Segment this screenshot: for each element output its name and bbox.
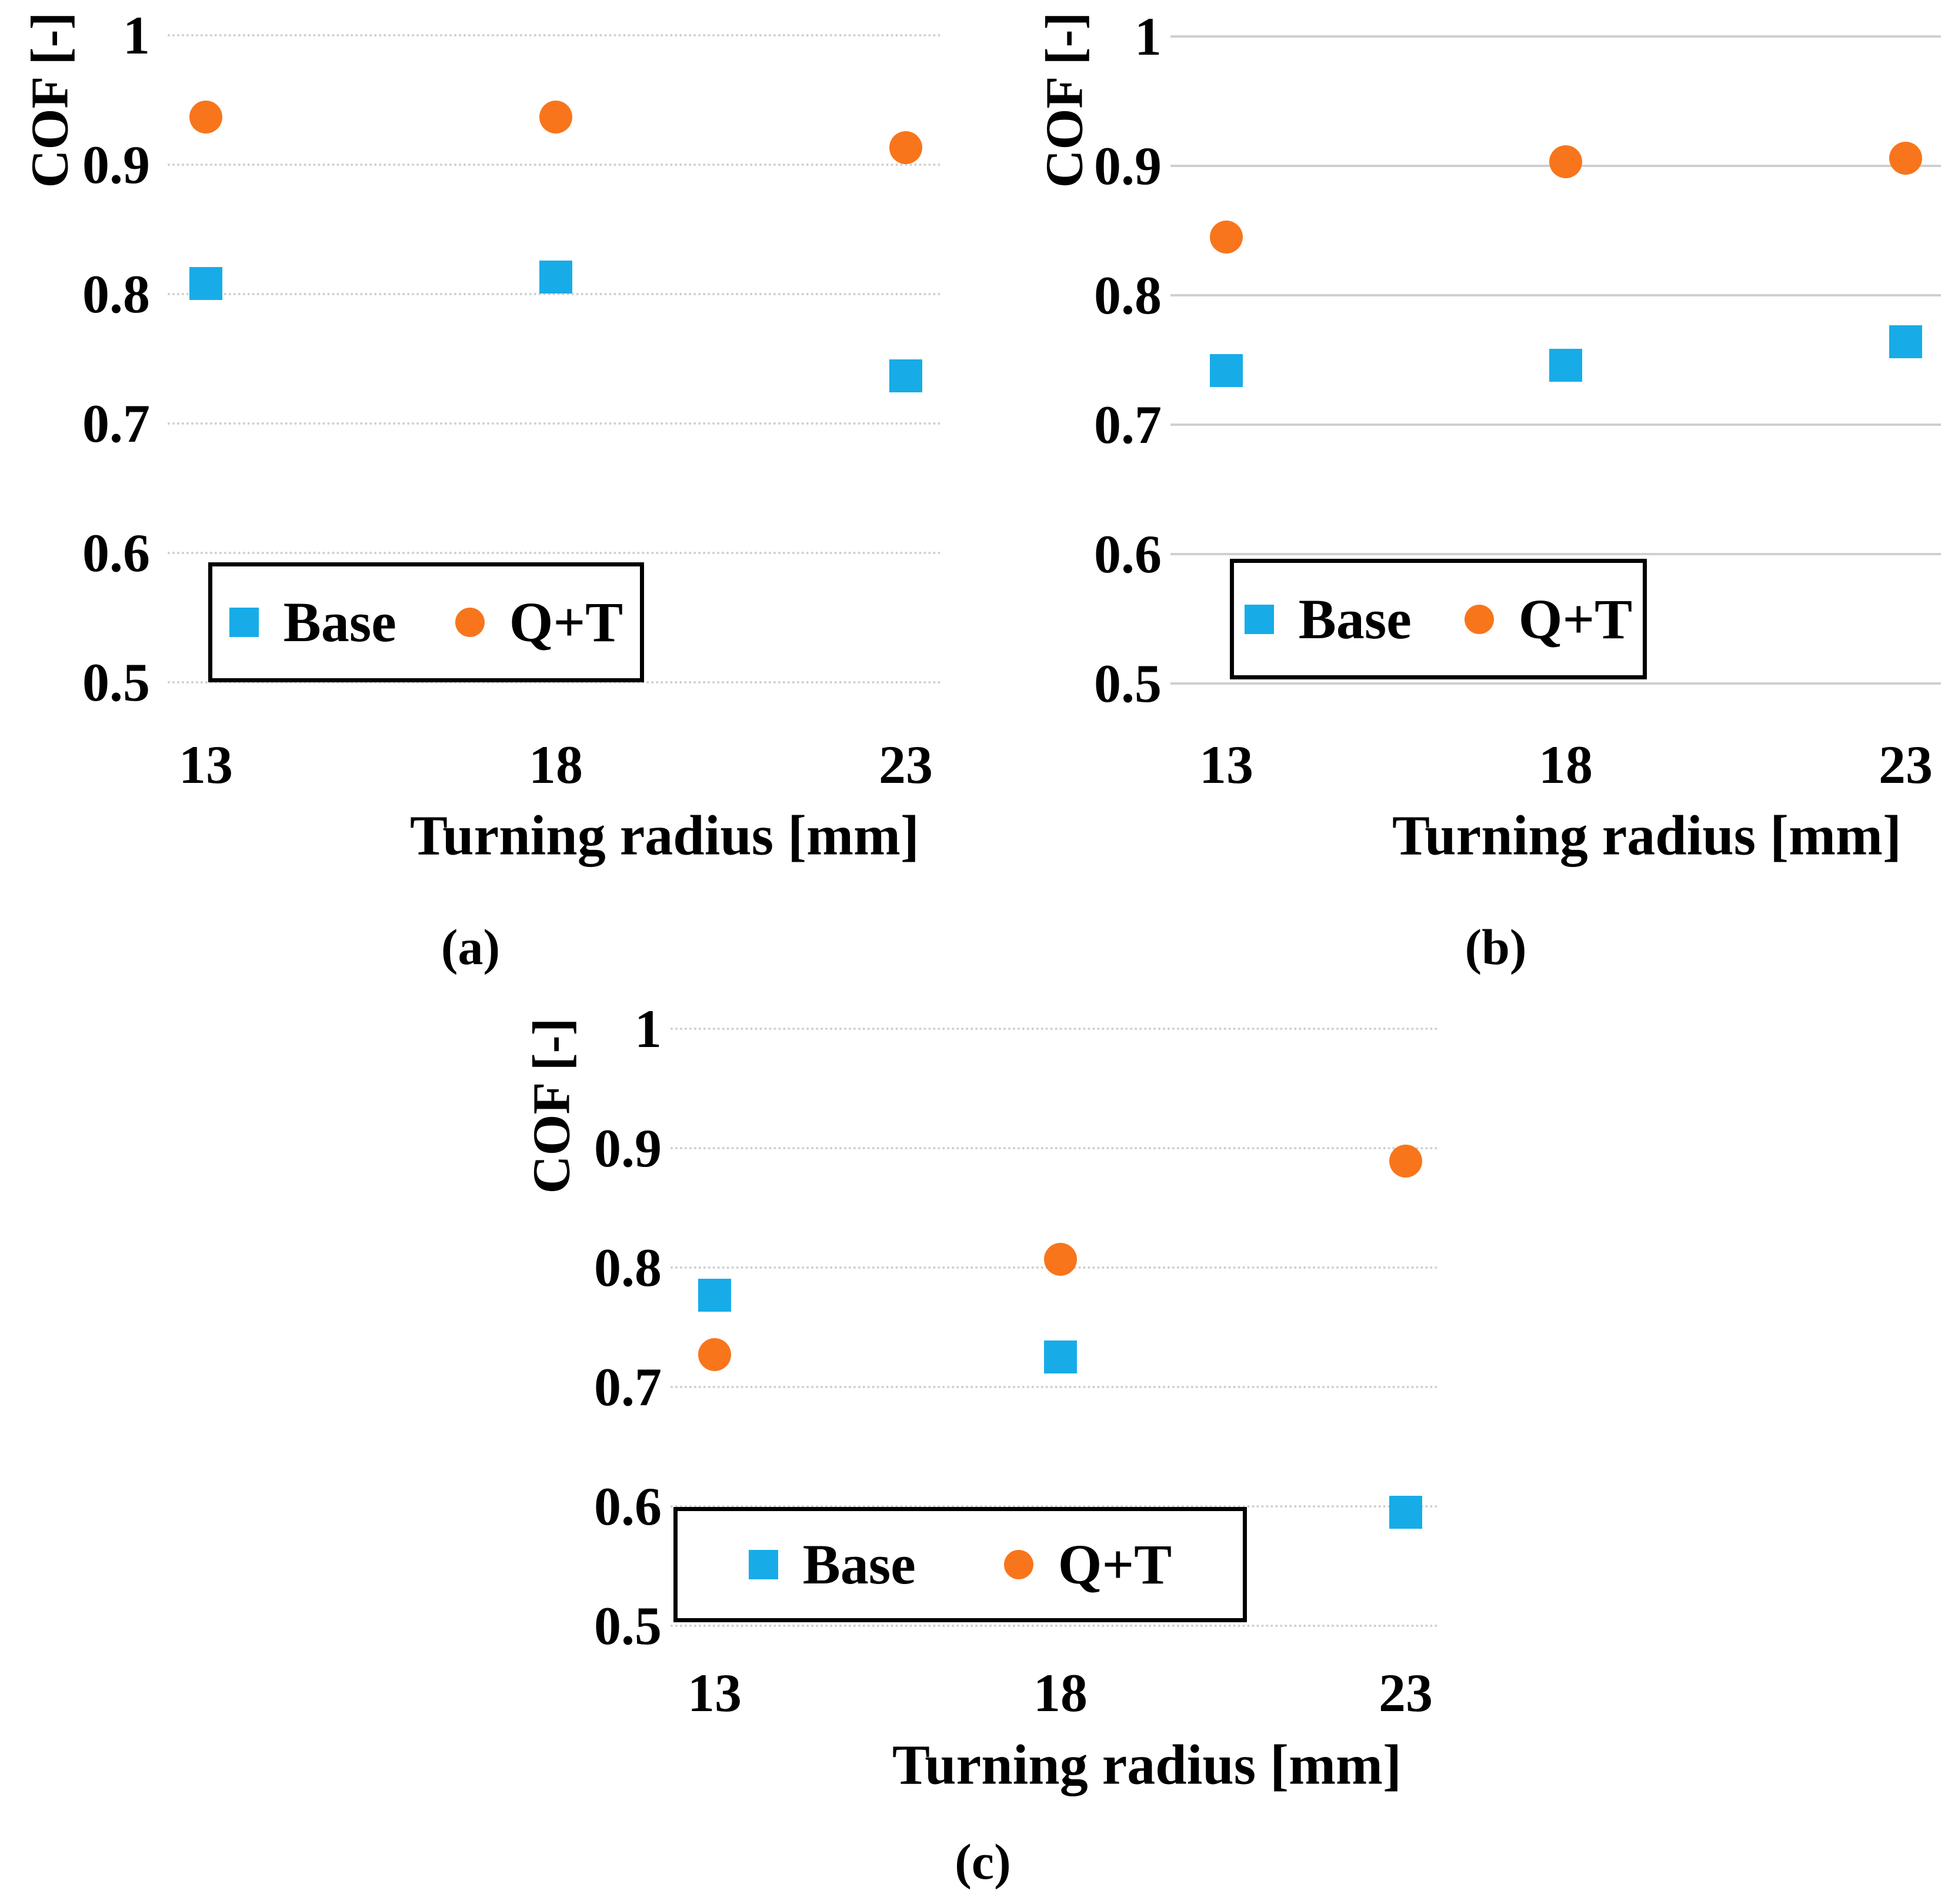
- data-point-base-x23: [1389, 1496, 1422, 1529]
- legend-item-qt: Q+T: [1003, 1533, 1172, 1596]
- data-point-base-x23: [889, 359, 922, 392]
- y-axis-title: COF [-]: [1035, 12, 1094, 188]
- y-tick-label: 0.8: [594, 1238, 662, 1298]
- gridline: [168, 293, 941, 295]
- chart-caption: (c): [955, 1833, 1011, 1890]
- x-tick-label: 23: [1879, 735, 1933, 795]
- y-tick-label: 0.5: [82, 652, 150, 712]
- gridline: [1170, 424, 1941, 426]
- x-axis-title: Turning radius [mm]: [892, 1733, 1402, 1796]
- chart-caption: (b): [1465, 919, 1527, 975]
- data-point-qt-x18: [1044, 1242, 1077, 1276]
- legend-label: Base: [283, 591, 396, 653]
- y-tick-label: 1: [123, 5, 150, 65]
- data-point-base-x18: [1549, 348, 1582, 382]
- circle-marker-icon: [1003, 1550, 1033, 1579]
- square-marker-icon: [229, 608, 259, 637]
- y-tick-label: 0.7: [1094, 395, 1162, 455]
- x-tick-label: 13: [179, 735, 233, 795]
- legend-label: Base: [802, 1533, 916, 1596]
- y-tick-label: 0.8: [82, 264, 150, 324]
- y-tick-label: 1: [1135, 6, 1162, 66]
- y-tick-label: 0.5: [1094, 653, 1162, 713]
- x-tick-label: 18: [529, 735, 583, 795]
- data-point-base-x23: [1889, 325, 1922, 359]
- y-tick-label: 0.9: [1094, 136, 1162, 196]
- y-tick-label: 0.9: [82, 135, 150, 195]
- y-tick-label: 0.7: [594, 1357, 662, 1417]
- gridline: [1170, 35, 1941, 38]
- y-tick-label: 0.8: [1094, 265, 1162, 325]
- gridline: [168, 422, 941, 425]
- x-axis-title: Turning radius [mm]: [1392, 803, 1902, 867]
- circle-marker-icon: [455, 608, 485, 637]
- gridline: [168, 681, 941, 683]
- gridline: [671, 1386, 1438, 1388]
- gridline: [671, 1147, 1438, 1149]
- gridline: [1170, 553, 1941, 555]
- data-point-base-x13: [698, 1278, 731, 1312]
- x-tick-label: 13: [1199, 735, 1253, 795]
- x-tick-label: 18: [1033, 1663, 1088, 1723]
- gridline: [1170, 682, 1941, 685]
- data-point-qt-x18: [539, 100, 572, 134]
- legend-label: Base: [1298, 587, 1412, 651]
- legend-label: Q+T: [509, 591, 623, 653]
- y-tick-label: 0.6: [82, 523, 150, 583]
- legend: Base Q+T: [1230, 559, 1647, 679]
- y-axis-title: COF [-]: [21, 12, 79, 188]
- legend-label: Q+T: [1058, 1533, 1172, 1596]
- legend-item-qt: Q+T: [455, 593, 623, 652]
- gridline: [168, 164, 941, 166]
- x-tick-label: 18: [1539, 735, 1593, 795]
- x-axis-title: Turning radius [mm]: [410, 803, 919, 867]
- circle-marker-icon: [1464, 604, 1494, 634]
- gridline: [168, 552, 941, 554]
- gridline: [671, 1625, 1438, 1627]
- y-tick-label: 0.5: [594, 1596, 662, 1656]
- x-tick-label: 13: [688, 1663, 742, 1723]
- square-marker-icon: [748, 1550, 778, 1579]
- data-point-qt-x23: [1889, 141, 1922, 175]
- legend-item-qt: Q+T: [1464, 587, 1633, 651]
- data-point-qt-x13: [189, 100, 222, 134]
- y-tick-label: 0.9: [594, 1118, 662, 1178]
- data-point-qt-x18: [1549, 145, 1582, 179]
- legend-label: Q+T: [1518, 587, 1633, 651]
- gridline: [671, 1505, 1438, 1508]
- square-marker-icon: [1244, 604, 1274, 634]
- y-tick-label: 1: [635, 999, 662, 1059]
- data-point-base-x13: [189, 267, 222, 301]
- legend-item-base: Base: [748, 1533, 916, 1596]
- x-tick-label: 23: [879, 735, 933, 795]
- x-tick-label: 23: [1379, 1663, 1433, 1723]
- legend-item-base: Base: [229, 593, 396, 652]
- y-tick-label: 0.6: [594, 1476, 662, 1536]
- y-tick-label: 0.7: [82, 394, 150, 454]
- data-point-base-x18: [539, 261, 572, 294]
- data-point-base-x18: [1044, 1341, 1077, 1374]
- gridline: [1170, 294, 1941, 296]
- y-axis-title: COF [-]: [522, 1018, 581, 1194]
- legend: Base Q+T: [208, 562, 644, 682]
- chart-caption: (a): [441, 919, 501, 975]
- data-point-qt-x13: [698, 1338, 731, 1372]
- data-point-qt-x23: [889, 131, 922, 165]
- data-point-qt-x23: [1389, 1145, 1422, 1178]
- data-point-qt-x13: [1210, 221, 1243, 254]
- legend: Base Q+T: [673, 1507, 1247, 1622]
- gridline: [168, 34, 941, 36]
- data-point-base-x13: [1210, 354, 1243, 387]
- legend-item-base: Base: [1244, 587, 1412, 651]
- gridline: [671, 1028, 1438, 1030]
- y-tick-label: 0.6: [1094, 524, 1162, 584]
